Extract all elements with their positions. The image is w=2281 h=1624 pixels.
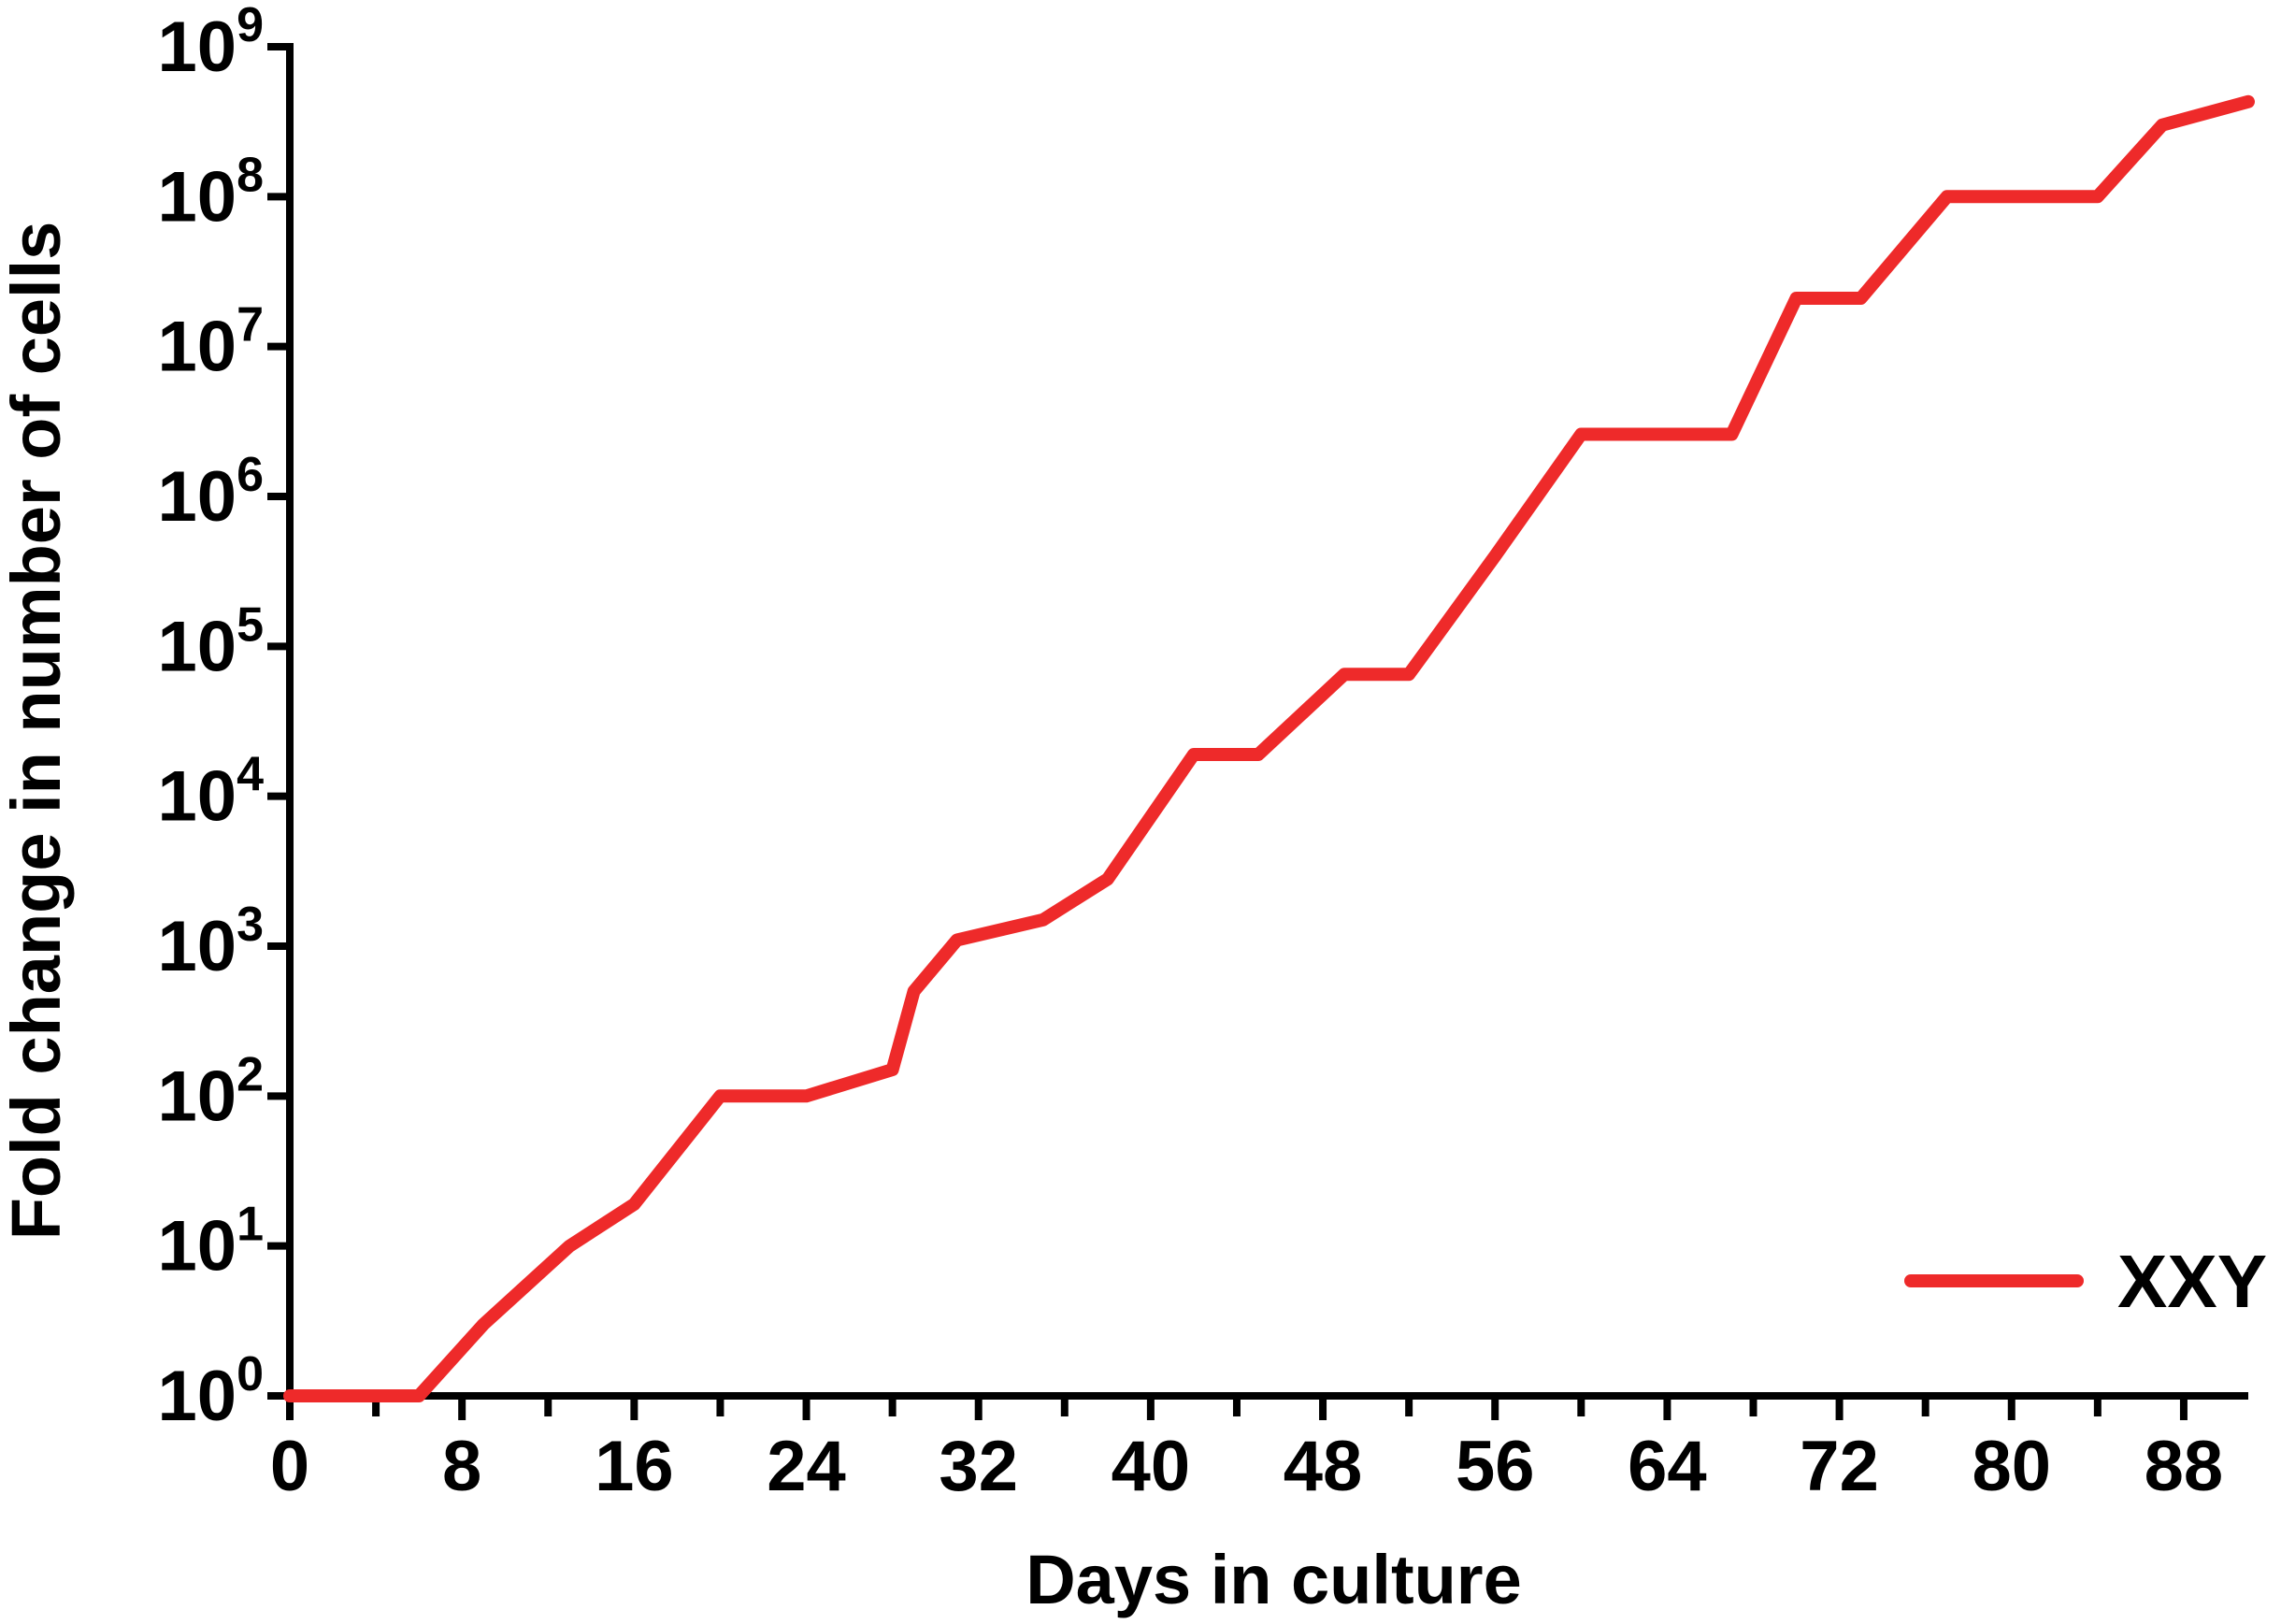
x-axis-title: Days in culture bbox=[1026, 1541, 1522, 1618]
y-tick-base: 10 bbox=[158, 308, 237, 387]
x-tick-label: 24 bbox=[767, 1427, 846, 1506]
x-tick-label: 8 bbox=[442, 1427, 481, 1506]
y-tick-exponent: 0 bbox=[237, 1347, 264, 1401]
y-tick-label: 101 bbox=[158, 1198, 264, 1286]
y-tick-label: 100 bbox=[158, 1347, 264, 1436]
y-tick-label: 102 bbox=[158, 1047, 264, 1136]
y-tick-exponent: 6 bbox=[237, 448, 264, 502]
y-tick-base: 10 bbox=[158, 1207, 237, 1286]
y-axis-title: Fold change in number of cells bbox=[0, 222, 75, 1241]
x-tick-label: 88 bbox=[2145, 1427, 2224, 1506]
x-tick-label: 56 bbox=[1456, 1427, 1535, 1506]
legend-label-xxy: XXY bbox=[2117, 1240, 2267, 1323]
x-tick-label: 0 bbox=[270, 1427, 309, 1506]
y-tick-label: 106 bbox=[158, 448, 264, 537]
legend: XXY bbox=[1904, 1240, 2267, 1323]
y-tick-base: 10 bbox=[158, 757, 237, 837]
y-tick-label: 104 bbox=[158, 748, 265, 837]
y-tick-label: 107 bbox=[158, 298, 264, 387]
y-tick-base: 10 bbox=[158, 1056, 237, 1136]
y-tick-base: 10 bbox=[158, 607, 237, 686]
x-ticks: 0 8 16 24 32 40 48 56 64 72 80 88 bbox=[270, 1396, 2223, 1506]
y-tick-label: 109 bbox=[158, 0, 264, 87]
y-tick-base: 10 bbox=[158, 907, 237, 986]
x-tick-label: 48 bbox=[1284, 1427, 1363, 1506]
x-tick-label: 40 bbox=[1112, 1427, 1191, 1506]
x-axis: 0 8 16 24 32 40 48 56 64 72 80 88 bbox=[270, 1392, 2248, 1506]
x-tick-label: 64 bbox=[1628, 1427, 1707, 1506]
x-tick-label: 32 bbox=[939, 1427, 1018, 1506]
x-tick-label: 72 bbox=[1800, 1427, 1879, 1506]
series-line-xxy bbox=[283, 94, 2255, 1402]
y-tick-exponent: 5 bbox=[237, 597, 264, 652]
y-tick-exponent: 2 bbox=[237, 1047, 264, 1101]
x-tick-label: 16 bbox=[595, 1427, 674, 1506]
y-tick-label: 103 bbox=[158, 898, 264, 986]
y-tick-exponent: 8 bbox=[237, 148, 264, 202]
y-tick-exponent: 4 bbox=[237, 748, 264, 802]
y-tick-exponent: 1 bbox=[237, 1198, 264, 1252]
y-tick-exponent: 9 bbox=[237, 0, 264, 52]
y-tick-exponent: 7 bbox=[237, 298, 264, 352]
y-tick-label: 105 bbox=[158, 597, 264, 686]
y-tick-base: 10 bbox=[158, 7, 237, 87]
y-tick-exponent: 3 bbox=[237, 898, 264, 952]
y-tick-base: 10 bbox=[158, 157, 237, 237]
x-tick-label: 80 bbox=[1972, 1427, 2051, 1506]
y-tick-base: 10 bbox=[158, 457, 237, 537]
y-tick-label: 108 bbox=[158, 148, 264, 237]
series-layer bbox=[283, 94, 2255, 1402]
y-tick-base: 10 bbox=[158, 1357, 237, 1436]
